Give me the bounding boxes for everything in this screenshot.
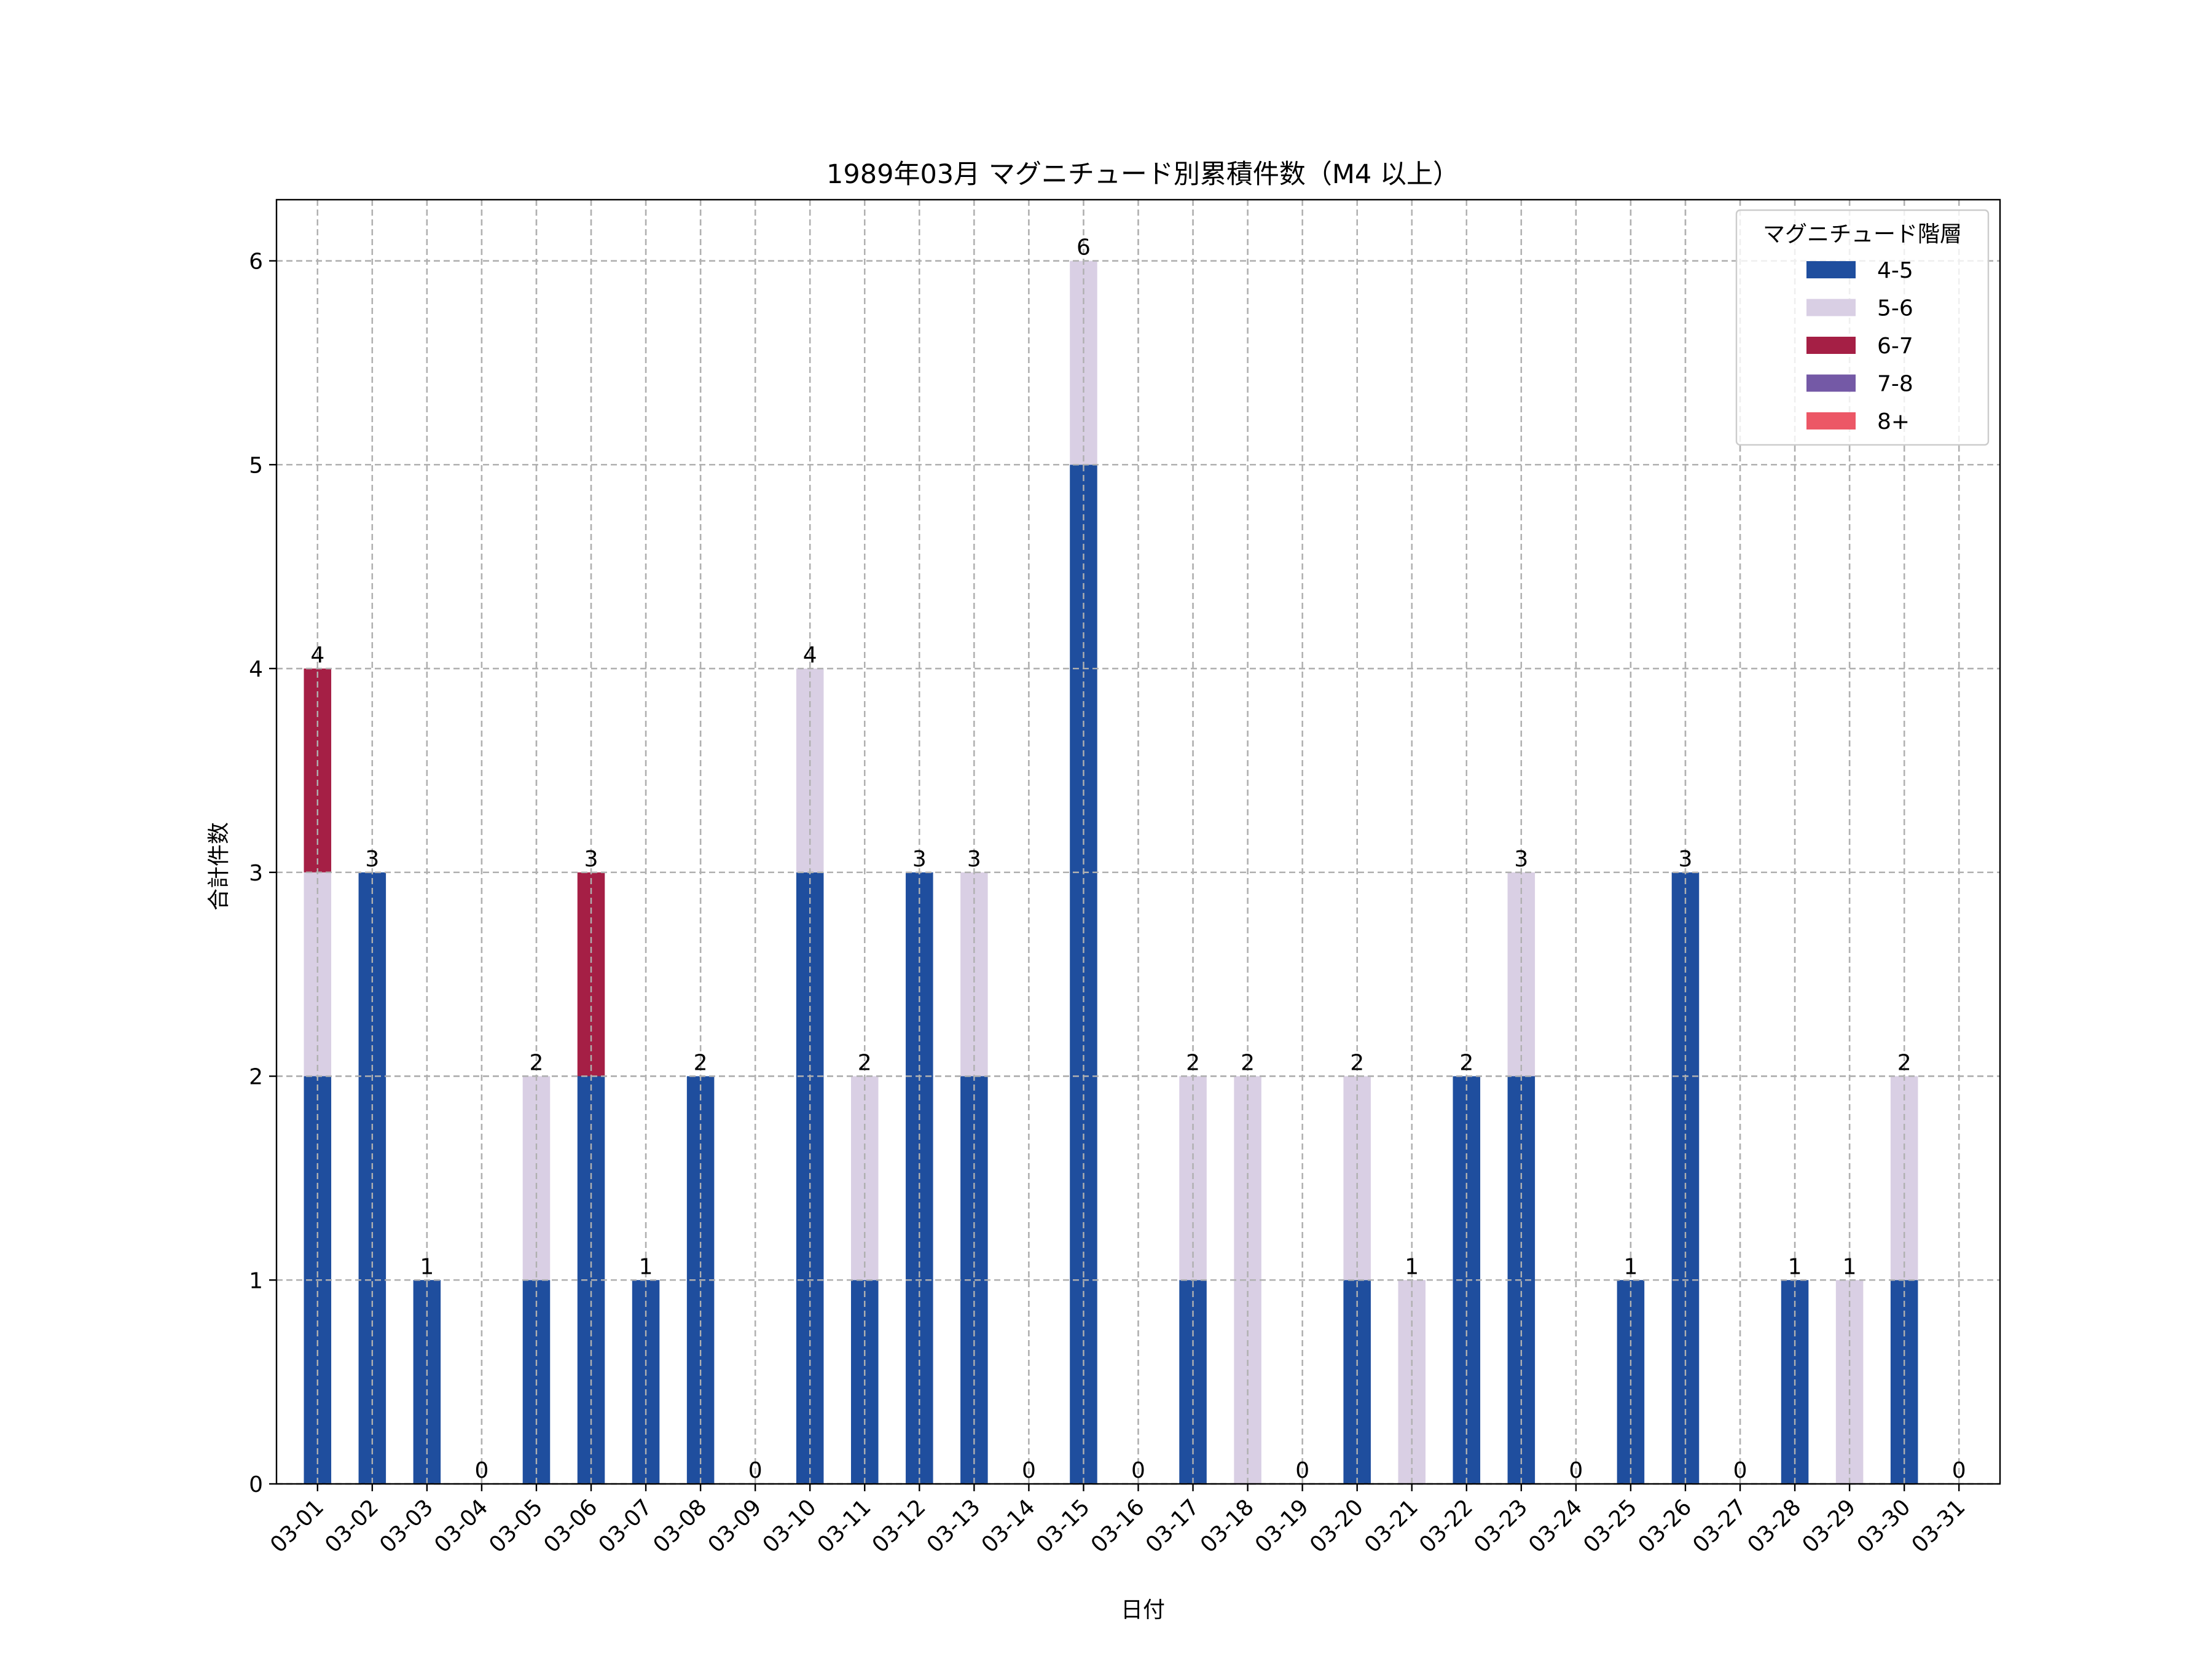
- y-tick-label: 0: [249, 1472, 263, 1497]
- bar-total-label: 2: [1186, 1051, 1200, 1076]
- bar-total-label: 1: [1843, 1254, 1857, 1279]
- bar-total-label: 0: [748, 1458, 763, 1483]
- bar-total-label: 2: [694, 1051, 708, 1076]
- bar-total-label: 6: [1077, 235, 1091, 261]
- y-tick-label: 1: [249, 1268, 263, 1293]
- bar-total-label: 3: [967, 847, 981, 872]
- chart-title: 1989年03月 マグニチュード別累積件数（M4 以上）: [826, 159, 1459, 190]
- legend-label: 8+: [1877, 409, 1910, 434]
- legend: マグニチュード階層 4-5 5-6 6-7 7-8 8+: [1735, 209, 1990, 446]
- legend-swatch: [1806, 374, 1856, 392]
- bar-total-label: 1: [1623, 1254, 1637, 1279]
- bar-segment: [304, 872, 332, 1077]
- bar-total-label: 3: [912, 847, 927, 872]
- legend-swatch: [1806, 261, 1856, 278]
- legend-items: 4-5 5-6 6-7 7-8 8+: [1806, 258, 1913, 434]
- ticks-layer: [269, 260, 1960, 1491]
- bar-segment: [577, 872, 605, 1077]
- bar-total-label: 2: [1897, 1051, 1912, 1076]
- legend-label: 4-5: [1877, 258, 1913, 283]
- legend-label: 6-7: [1877, 334, 1913, 359]
- bar-total-label: 3: [1679, 847, 1693, 872]
- bar-total-label: 0: [1952, 1458, 1966, 1483]
- bar-total-label: 0: [1295, 1458, 1309, 1483]
- legend-label: 5-6: [1877, 296, 1913, 321]
- bar-total-label: 4: [803, 643, 817, 668]
- bar-segment: [960, 872, 988, 1077]
- y-tick-label: 2: [249, 1065, 263, 1090]
- bar-total-label: 0: [1569, 1458, 1583, 1483]
- legend-label: 7-8: [1877, 372, 1913, 397]
- bar-total-label: 3: [365, 847, 379, 872]
- bar-total-label: 0: [1131, 1458, 1145, 1483]
- legend-swatch: [1806, 337, 1856, 354]
- legend-title: マグニチュード階層: [1763, 222, 1962, 247]
- bar-total-label: 1: [639, 1254, 653, 1279]
- bar-total-label: 0: [1022, 1458, 1036, 1483]
- bar-segment: [1507, 872, 1535, 1077]
- bar-total-label: 1: [1788, 1254, 1802, 1279]
- bar-total-label: 2: [858, 1051, 872, 1076]
- bar-total-label: 3: [1514, 847, 1528, 872]
- bar-total-label: 0: [1733, 1458, 1747, 1483]
- y-tick-label: 3: [249, 861, 263, 886]
- bar-total-label: 3: [584, 847, 598, 872]
- y-axis-title: 合計件数: [206, 822, 232, 911]
- bar-total-label: 4: [310, 643, 324, 668]
- bar-total-label: 0: [474, 1458, 488, 1483]
- legend-box: [1735, 209, 1990, 446]
- bar-total-label: 2: [1350, 1051, 1364, 1076]
- y-tick-label: 4: [249, 657, 263, 682]
- y-tick-label: 5: [249, 453, 263, 478]
- bar-total-label: 2: [1241, 1051, 1255, 1076]
- bar-total-label: 1: [420, 1254, 434, 1279]
- legend-swatch: [1806, 412, 1856, 429]
- bar-total-label: 2: [1459, 1051, 1473, 1076]
- bar-total-label: 1: [1405, 1254, 1419, 1279]
- legend-swatch: [1806, 299, 1856, 316]
- y-tick-label: 6: [249, 249, 263, 275]
- bar-total-label: 2: [530, 1051, 544, 1076]
- x-axis-title: 日付: [1121, 1598, 1165, 1623]
